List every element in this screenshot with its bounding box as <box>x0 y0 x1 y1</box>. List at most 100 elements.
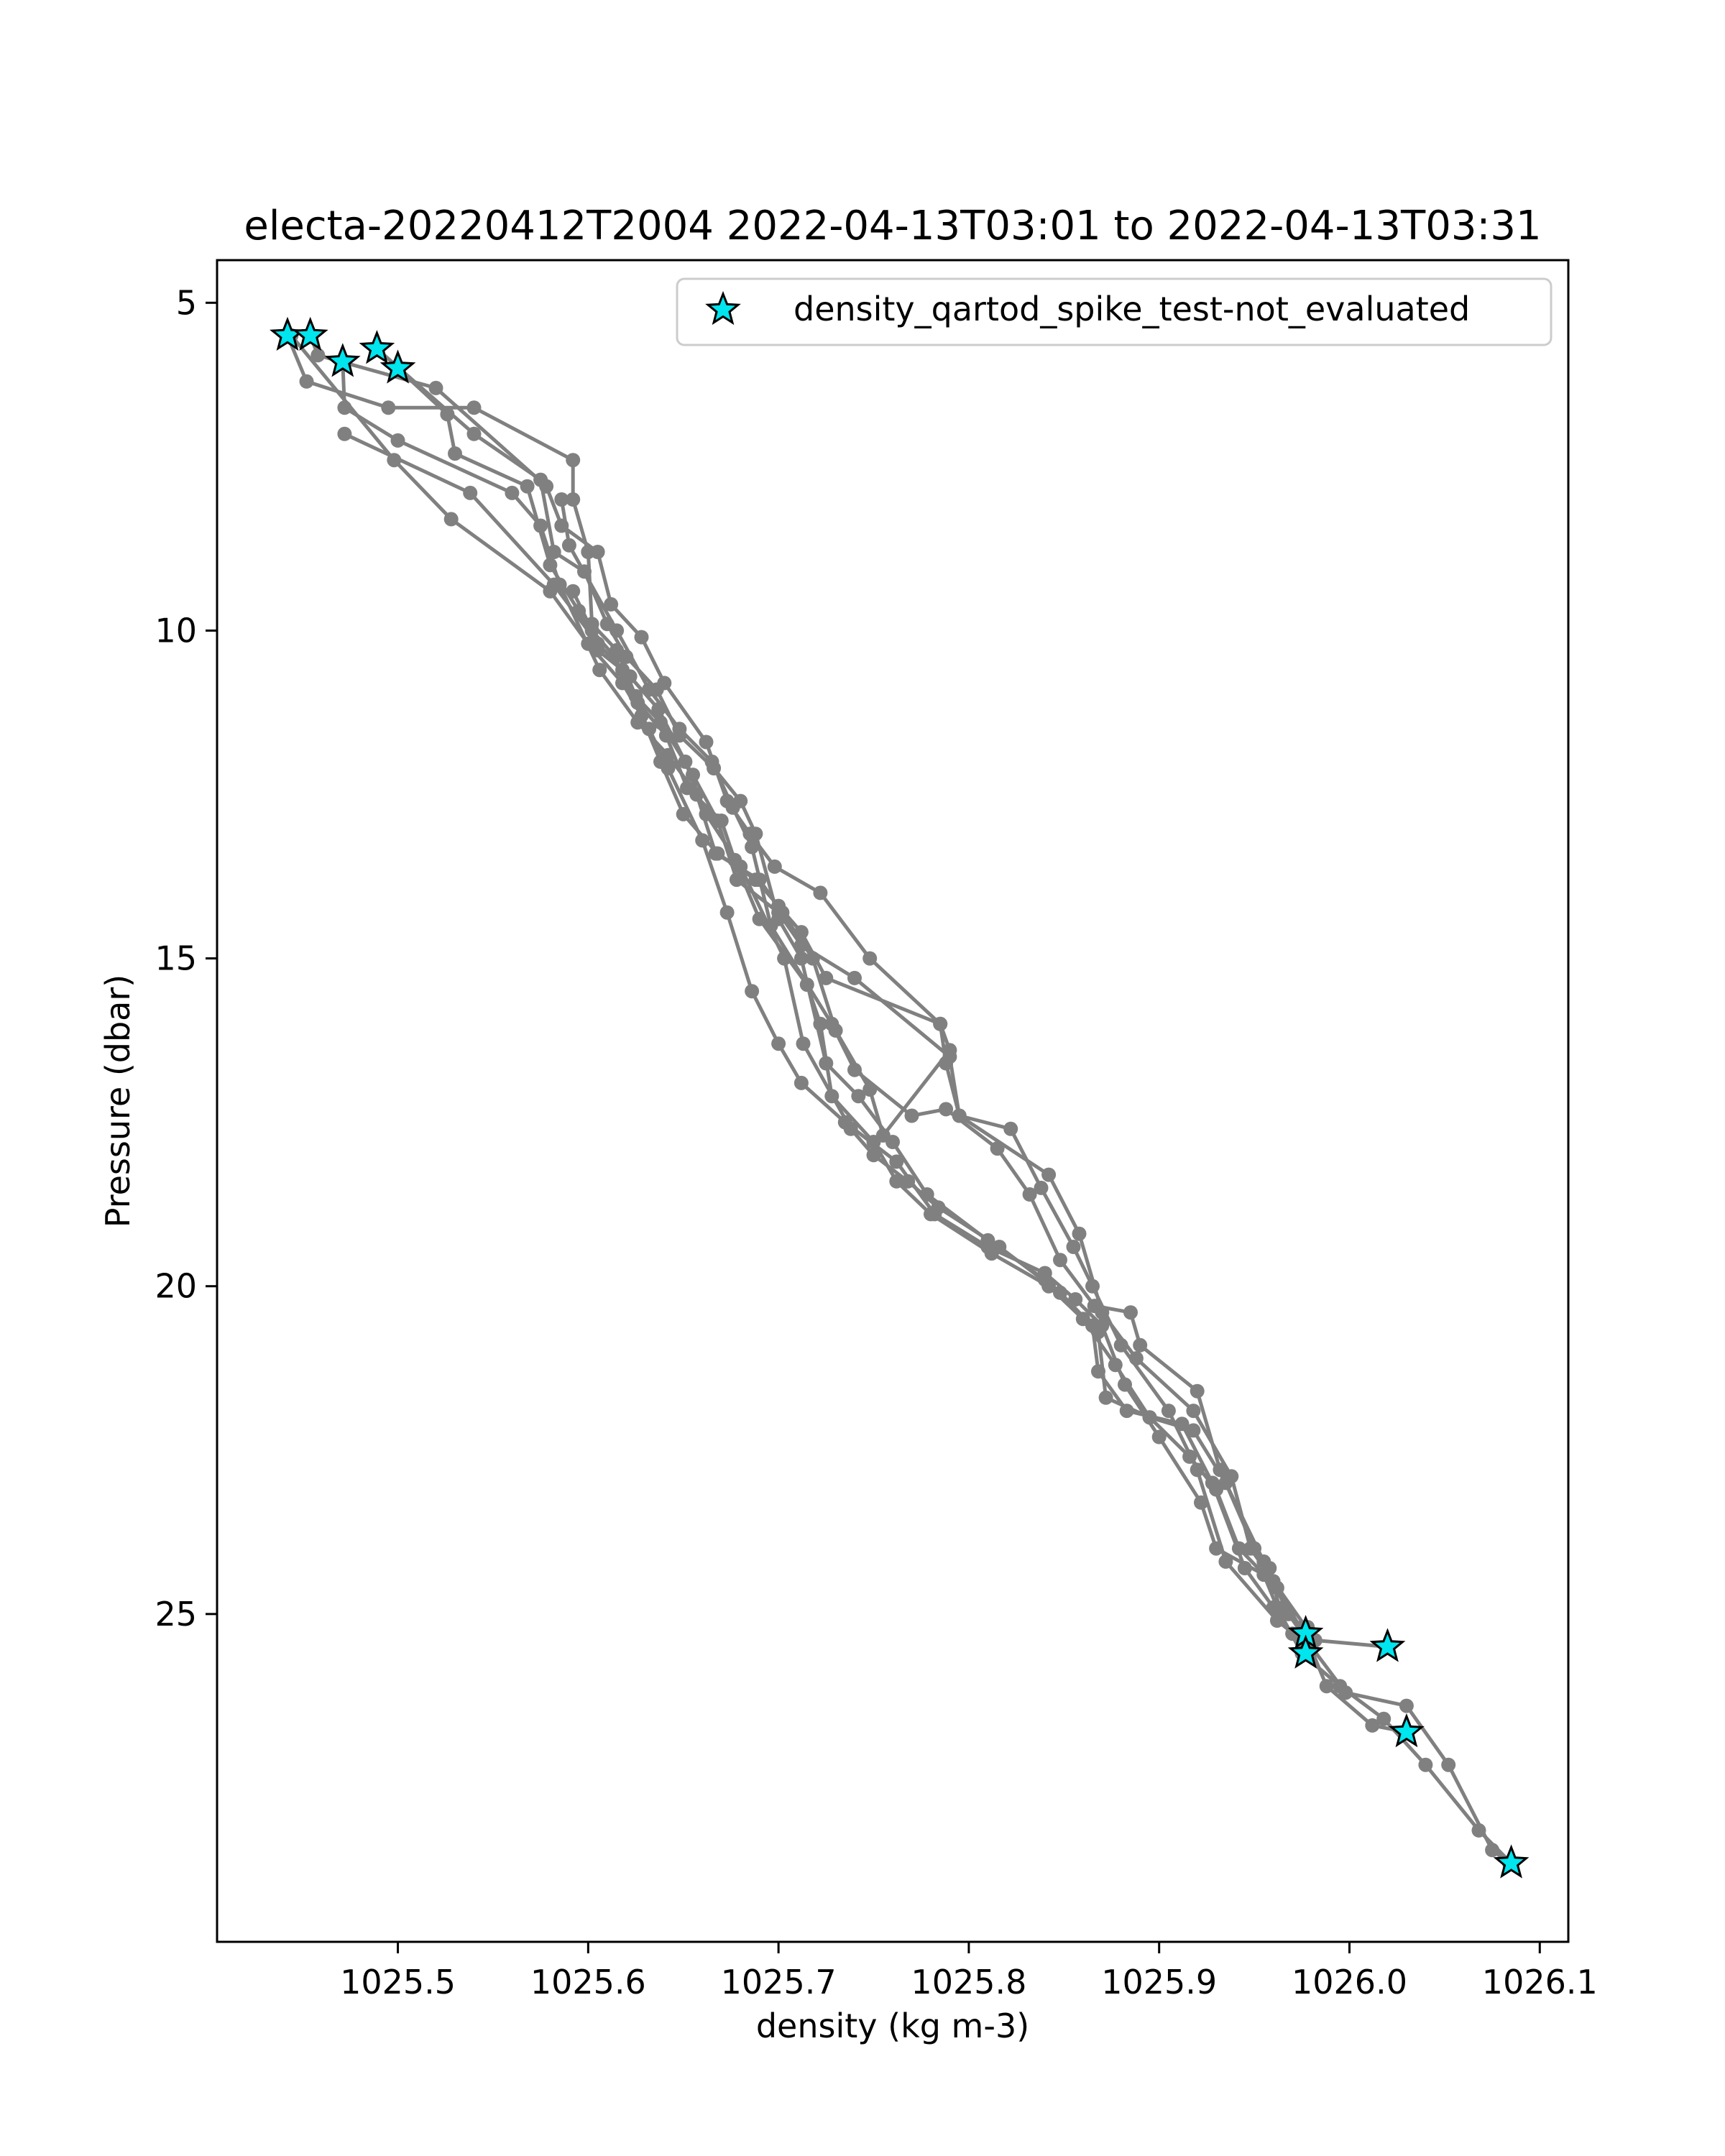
data-point <box>862 951 878 966</box>
data-point <box>604 596 619 612</box>
data-point <box>699 734 714 750</box>
data-point <box>847 1062 862 1077</box>
data-point <box>796 1036 811 1051</box>
data-point <box>725 800 740 815</box>
data-point <box>992 1240 1007 1254</box>
data-point <box>745 839 760 854</box>
data-point <box>1118 1377 1132 1392</box>
data-point <box>699 806 714 821</box>
data-point <box>889 1154 904 1169</box>
data-point <box>310 348 326 363</box>
data-point <box>1053 1285 1067 1300</box>
data-point <box>381 400 396 415</box>
series-line <box>396 367 1407 1734</box>
data-point <box>642 682 657 697</box>
y-axis: 5 10 15 20 25 <box>155 283 217 1634</box>
data-point <box>642 722 657 737</box>
y-tick-label: 5 <box>176 283 197 322</box>
series-7 <box>337 426 1517 1871</box>
flagged-star-marker <box>380 349 416 384</box>
data-point <box>1186 1404 1201 1419</box>
data-point <box>939 1102 954 1117</box>
data-point <box>440 407 455 422</box>
data-point <box>1209 1541 1224 1556</box>
data-point <box>672 722 687 737</box>
data-point <box>590 636 605 651</box>
data-point <box>1274 1606 1289 1621</box>
series-line <box>344 432 1511 1865</box>
x-tick-label: 1025.5 <box>340 1963 456 2001</box>
flagged-star-marker <box>1389 1713 1425 1748</box>
data-point <box>1098 1390 1113 1405</box>
x-tick-label: 1025.9 <box>1101 1963 1217 2001</box>
data-point <box>1072 1226 1087 1241</box>
x-axis: 1025.5 1025.6 1025.7 1025.8 1025.9 1026.0 1026… <box>340 1942 1598 2001</box>
data-point <box>1190 1383 1205 1399</box>
data-point <box>1087 1299 1102 1314</box>
data-point <box>1213 1462 1228 1478</box>
data-point <box>1022 1187 1037 1202</box>
data-point <box>466 426 482 441</box>
x-tick-label: 1025.8 <box>911 1963 1026 2001</box>
data-point <box>714 814 729 828</box>
data-point <box>805 951 820 966</box>
data-point <box>520 479 535 494</box>
x-axis-label: density (kg m-3) <box>756 2007 1029 2045</box>
data-point <box>592 663 607 678</box>
data-point <box>1319 1679 1334 1694</box>
series-line <box>290 334 1513 1865</box>
data-point <box>622 669 638 684</box>
data-point <box>678 754 693 769</box>
data-point <box>1247 1541 1262 1556</box>
data-point <box>819 970 834 985</box>
data-point <box>813 1016 828 1031</box>
data-point <box>546 545 561 559</box>
series-2 <box>303 328 1395 1654</box>
legend-star-marker <box>705 290 741 326</box>
data-point <box>463 485 478 500</box>
x-tick-label: 1025.7 <box>721 1963 837 2001</box>
data-point <box>1041 1167 1057 1182</box>
y-axis-label: Pressure (dbar) <box>98 975 137 1227</box>
data-point <box>1186 1423 1201 1438</box>
data-point <box>1091 1325 1105 1340</box>
data-point <box>824 1016 840 1031</box>
data-point <box>763 918 778 933</box>
y-tick-label: 25 <box>155 1595 197 1634</box>
data-point <box>733 859 748 874</box>
data-point <box>1376 1711 1392 1726</box>
data-point <box>1218 1554 1233 1569</box>
data-point <box>561 538 576 553</box>
series-line <box>341 361 952 1138</box>
series-5 <box>390 361 1414 1740</box>
flagged-star-marker <box>1287 1634 1324 1669</box>
data-point <box>680 780 694 796</box>
data-point <box>745 984 760 999</box>
data-point <box>1142 1410 1157 1425</box>
data-point <box>337 426 352 441</box>
data-point <box>1190 1462 1205 1478</box>
data-point <box>704 754 719 769</box>
data-point <box>695 833 710 848</box>
data-point <box>1066 1240 1081 1254</box>
data-point <box>1194 1495 1208 1510</box>
data-point <box>1231 1541 1246 1556</box>
data-point <box>847 970 862 985</box>
legend-label: density_qartod_spike_test-not_evaluated <box>794 290 1470 328</box>
series-8 <box>554 492 1315 1635</box>
data-point <box>794 925 809 940</box>
legend: density_qartod_spike_test-not_evaluated <box>676 277 1552 346</box>
data-point <box>771 1036 786 1051</box>
data-point <box>299 374 314 389</box>
data-point <box>554 492 569 507</box>
data-point <box>813 885 828 900</box>
data-point <box>748 826 763 842</box>
data-point <box>710 846 725 861</box>
data-point <box>566 453 581 468</box>
data-point <box>719 905 735 920</box>
data-point <box>1418 1757 1433 1772</box>
data-point <box>1161 1404 1176 1419</box>
data-point <box>443 512 459 527</box>
data-point <box>794 951 809 966</box>
data-point <box>428 380 443 395</box>
